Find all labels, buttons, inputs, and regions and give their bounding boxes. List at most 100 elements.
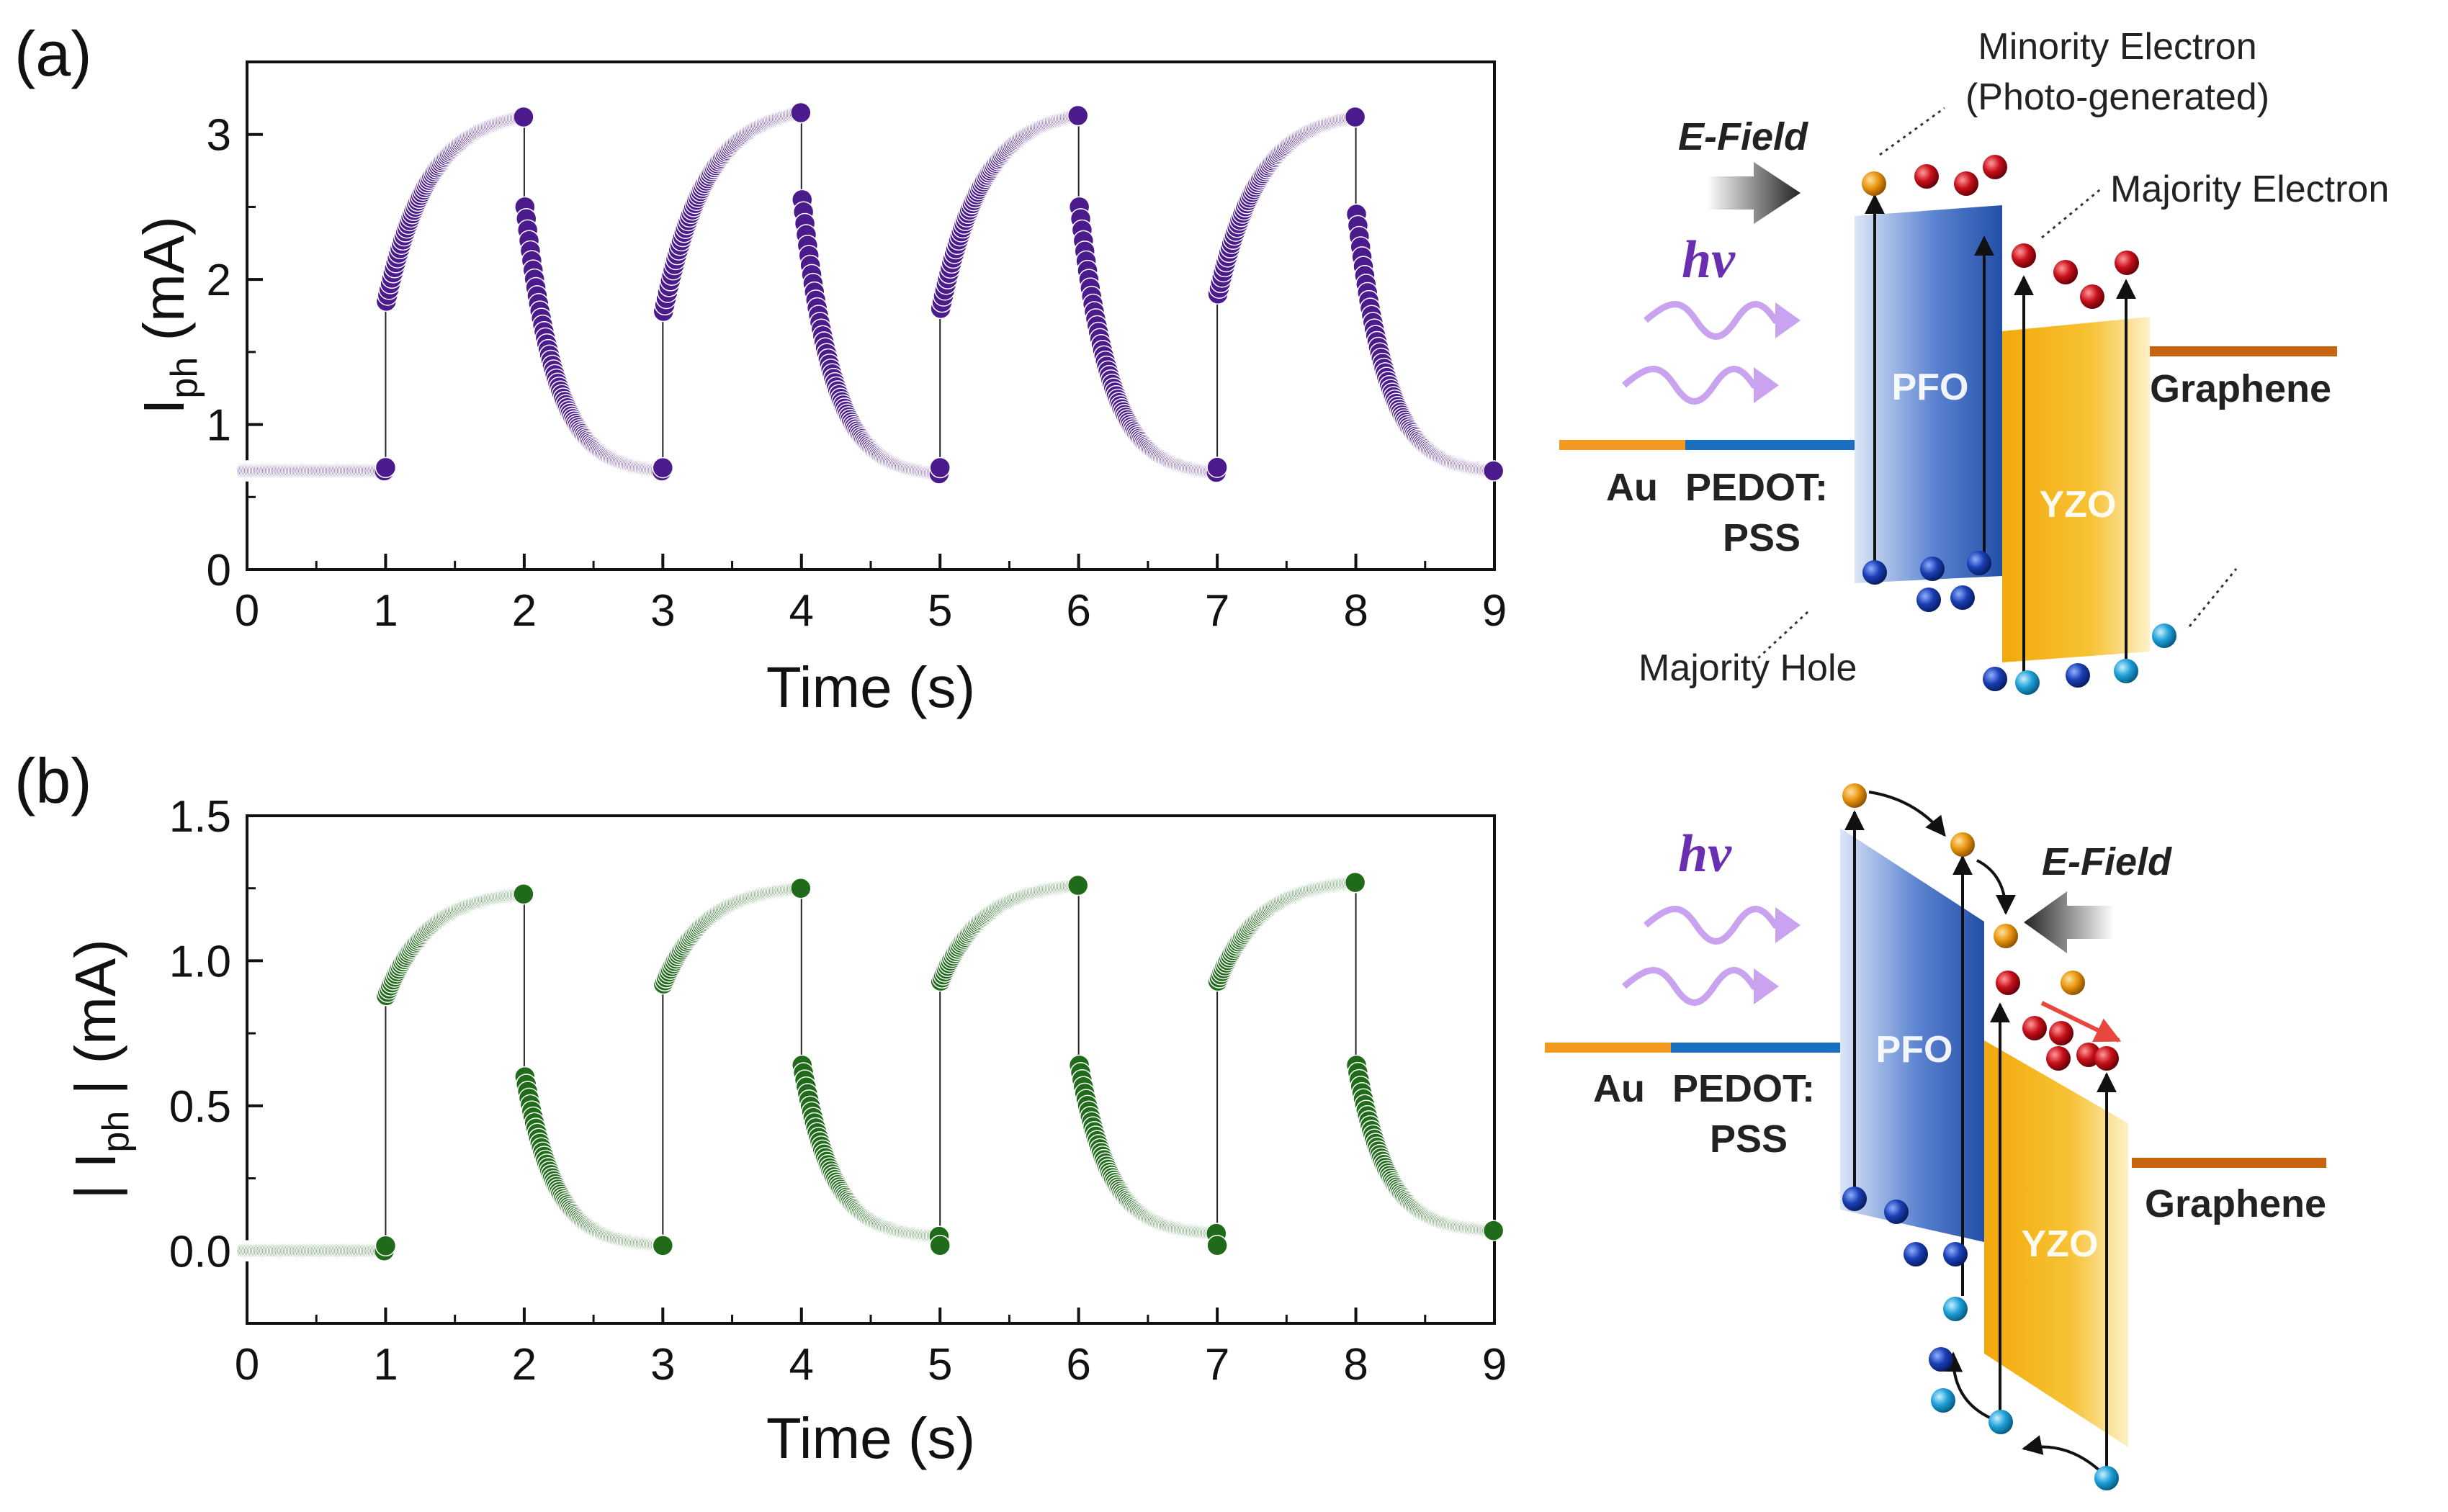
y-tick-label: 1.5 [169,792,231,842]
light-wave-icon-a1 [1644,301,1801,340]
pedot-label-b-2: PSS [1710,1117,1788,1161]
data-point [1482,1220,1505,1241]
hole-cyan-b4 [2094,1466,2119,1490]
data-point [513,883,534,905]
electron-b4 [2046,1046,2071,1071]
y-tick-label: 0 [207,546,231,595]
y-tick-label: 2 [207,256,231,305]
yzo-layer-b [1984,1040,2128,1447]
electron-b2 [2022,1016,2047,1040]
y-tick-label: 3 [207,111,231,161]
x-tick-label: 2 [512,1340,537,1390]
yzo-label-b: YZO [2022,1223,2099,1265]
y-tick-label: 0.0 [169,1227,231,1277]
hole-cyan-b2 [1931,1388,1955,1413]
pfo-label-b: PFO [1876,1029,1953,1071]
chart-b: (b) 0 1 2 3 4 5 6 7 8 9 0.0 0.5 1.0 1.5 Time (s) | Ip… [14,745,1507,1470]
x-tick-label: 6 [1066,586,1090,636]
data-point [652,1235,674,1256]
data-point [929,1235,951,1256]
pedot-label-a-2: PSS [1723,516,1801,559]
light-wave-icon-b1 [1644,906,1801,945]
hole-cyan-a3 [2152,624,2176,648]
electron-a5 [2053,260,2078,284]
hole-cyan-a2 [2114,659,2138,683]
hole-a1 [1862,560,1887,585]
data-point [513,106,534,128]
y-tick-label: 1.0 [169,937,231,986]
x-axis-title-b: Time (s) [766,1406,975,1470]
transfer-arrow-b2 [1976,859,2016,915]
electron-a1 [1914,164,1939,189]
x-tick-label: 7 [1205,1340,1229,1390]
hole-a3 [1916,588,1941,612]
hv-label-b: hv [1678,824,1732,883]
efield-label-b: E-Field [2042,840,2172,883]
data-point [1067,104,1089,127]
data-point [652,456,674,479]
hole-cyan-a1 [2015,670,2040,695]
hole-a2 [1920,557,1945,581]
hole-cyan-b1 [1943,1297,1968,1321]
leader-minority [1879,107,1945,156]
hole-a5 [1967,551,1991,575]
hole-b2 [1884,1200,1909,1224]
majority-hole-label: Majority Hole [1638,647,1857,689]
band-diagram-b: E-Field hv PFO YZO Au PEDOT: PSS Graphen… [1545,783,2326,1490]
band-diagram-a: Minority Electron (Photo-generated) Majo… [1559,26,2389,695]
y-tick-label: 0.5 [169,1082,231,1132]
au-label-b: Au [1593,1067,1645,1110]
x-tick-label: 8 [1343,586,1368,636]
pfo-label-a: PFO [1892,366,1969,408]
y-axis-title-a: Iph (mA) [132,216,205,415]
y-tick-label: 1 [207,401,231,451]
data-point [1067,874,1089,896]
x-tick-label: 4 [789,586,814,636]
y-axis-title-b-main: | I [63,1153,127,1200]
graphene-label-b: Graphene [2145,1182,2326,1225]
ticks-b: 0 1 2 3 4 5 6 7 8 9 0.0 0.5 1.0 1.5 [169,792,1507,1390]
y-axis-title-b-unit: | (mA) [63,939,127,1111]
x-tick-label: 5 [928,1340,952,1390]
hole-a4 [1950,585,1975,610]
x-tick-label: 9 [1482,586,1507,636]
transfer-arrow-b3 [2022,1435,2103,1474]
data-series-b [236,871,1505,1262]
x-tick-label: 2 [512,586,537,636]
x-tick-label: 4 [789,1340,814,1390]
electron-a6 [2080,284,2104,309]
data-point [929,456,951,479]
x-tick-label: 3 [650,586,675,636]
y-axis-title-b: | Iph | (mA) [63,939,137,1200]
x-tick-label: 7 [1205,586,1229,636]
hole-cyan-b3 [1989,1410,2013,1434]
data-series-a [236,102,1505,485]
data-point [790,102,812,124]
minority-electron-label: Minority Electron [1978,26,2256,68]
data-point [790,877,812,899]
hv-label-a: hv [1682,230,1736,289]
transfer-arrow-b1 [1868,791,1946,837]
hole-b4 [1943,1242,1968,1266]
data-point [1482,460,1505,482]
efield-arrow-b [2024,891,2114,953]
minority-electron-b1 [1842,783,1867,808]
pfo-layer-a [1855,205,2002,583]
x-tick-label: 3 [650,1340,675,1390]
efield-arrow-a [1707,162,1801,224]
electron-a2 [1954,171,1978,196]
x-tick-label: 0 [235,586,259,636]
x-tick-label: 6 [1066,1340,1090,1390]
electron-b6 [2094,1046,2119,1071]
electron-b1 [1996,971,2020,995]
photo-generated-label: (Photo-generated) [1965,76,2269,118]
minority-electron-a [1862,171,1886,196]
x-tick-label: 0 [235,1340,259,1390]
y-axis-title-a-unit: (mA) [132,216,196,357]
minority-electron-b3 [1994,924,2018,948]
y-axis-title-a-sub: ph [163,357,205,399]
hole-a6 [1983,667,2007,691]
yzo-label-a: YZO [2040,484,2117,526]
x-axis-title-a: Time (s) [766,655,975,719]
